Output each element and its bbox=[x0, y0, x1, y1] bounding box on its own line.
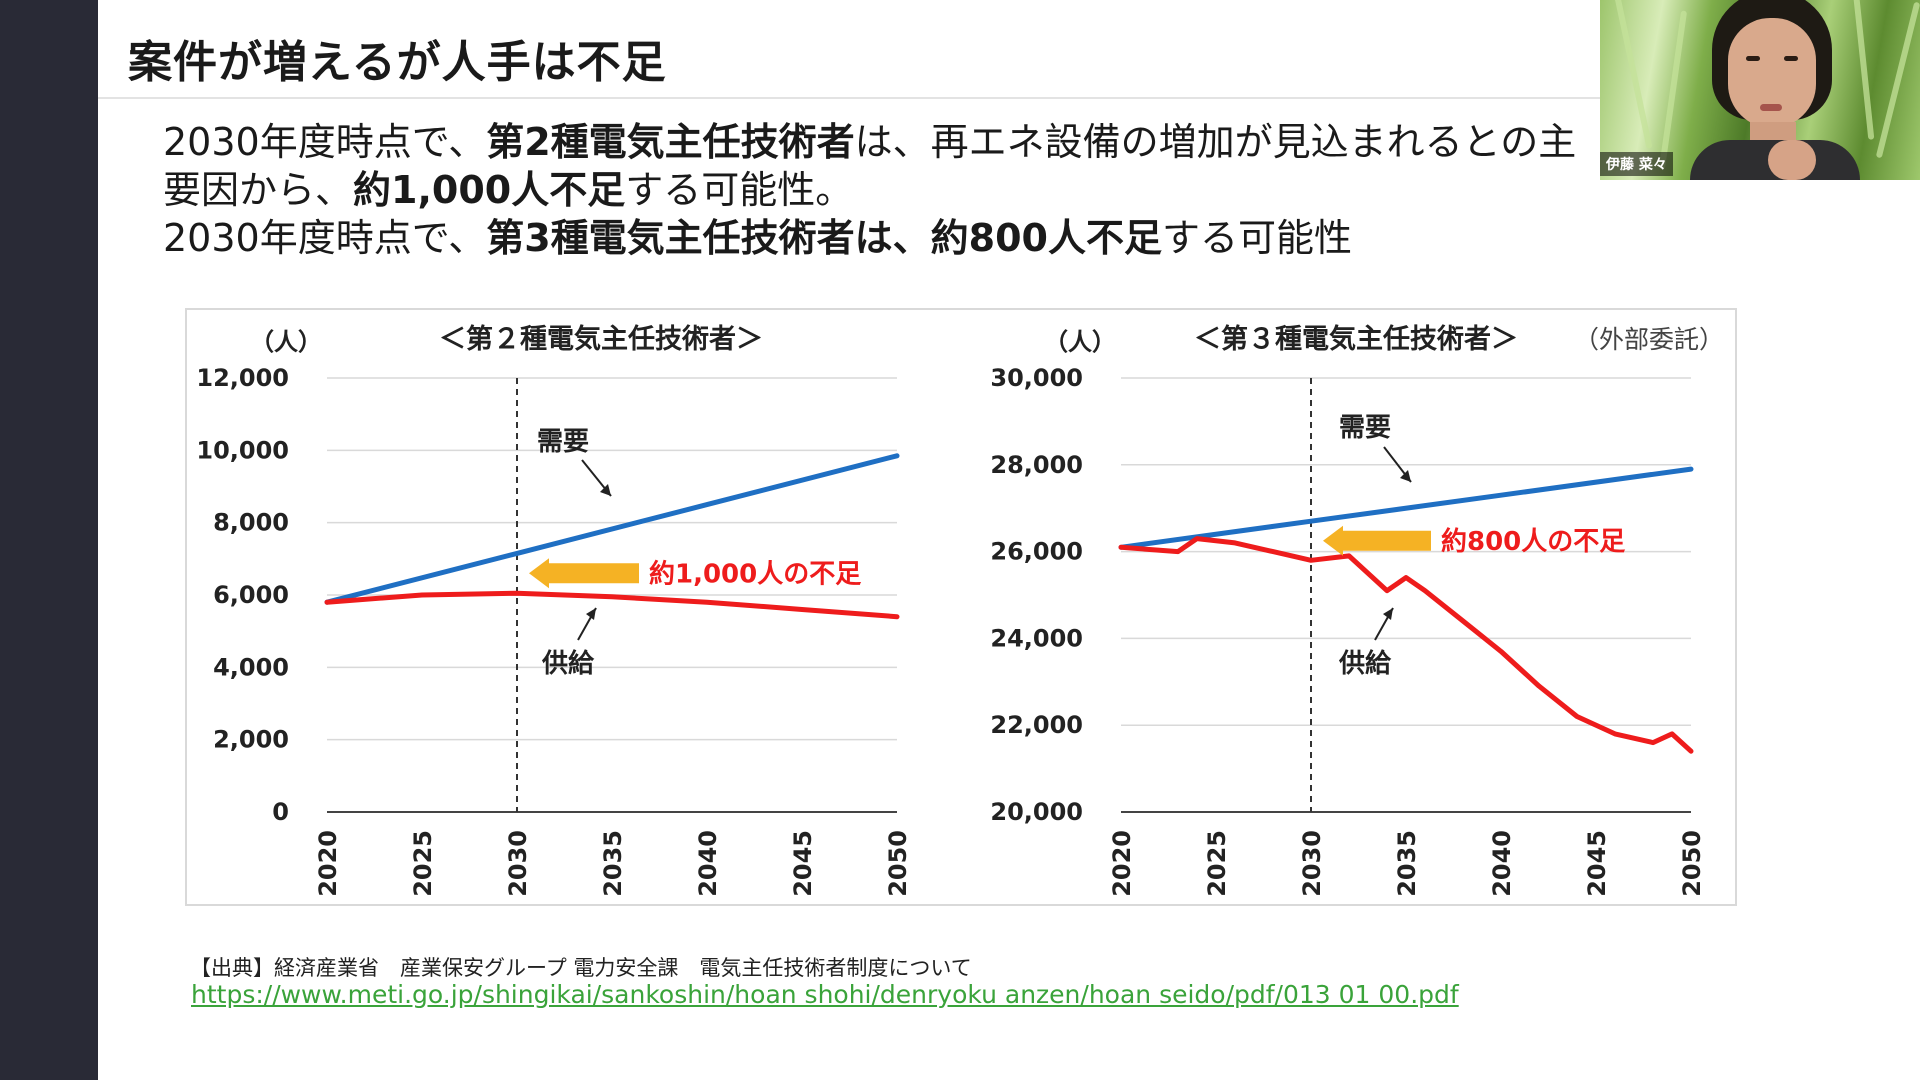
y-tick-label: 6,000 bbox=[213, 581, 289, 609]
body-line-1: 2030年度時点で、第2種電気主任技術者は、再エネ設備の増加が見込まれるとの主 bbox=[163, 118, 1743, 166]
body-line-1-post: は、再エネ設備の増加が見込まれるとの主 bbox=[854, 120, 1577, 164]
participant-mouth bbox=[1760, 104, 1782, 111]
demand-line bbox=[324, 453, 900, 605]
x-tick-label: 2045 bbox=[1583, 830, 1611, 897]
x-tick-label: 2035 bbox=[1393, 830, 1421, 897]
demand-pointer-head bbox=[600, 484, 611, 496]
y-tick-label: 24,000 bbox=[990, 624, 1083, 652]
demand-label: 需要 bbox=[1339, 413, 1391, 443]
x-tick-label: 2020 bbox=[1108, 830, 1136, 897]
y-tick-label: 28,000 bbox=[990, 451, 1083, 479]
body-line-1-bold: 第2種電気主任技術者 bbox=[486, 120, 855, 164]
x-tick-label: 2045 bbox=[789, 830, 817, 897]
shortfall-arrow bbox=[529, 558, 639, 589]
demand-pointer-head bbox=[1400, 470, 1411, 482]
shortfall-label: 約800人の不足 bbox=[1441, 526, 1625, 557]
participant-eye bbox=[1784, 56, 1798, 61]
source-link[interactable]: https://www.meti.go.jp/shingikai/sankosh… bbox=[191, 980, 1459, 1009]
x-tick-label: 2025 bbox=[409, 830, 437, 897]
supply-pointer-head bbox=[586, 608, 596, 620]
chart-title: ＜第２種電気主任技術者＞ bbox=[439, 323, 763, 355]
supply-label: 供給 bbox=[541, 648, 595, 679]
y-tick-label: 10,000 bbox=[196, 436, 289, 464]
slide-body: 2030年度時点で、第2種電気主任技術者は、再エネ設備の増加が見込まれるとの主 … bbox=[163, 118, 1743, 262]
body-line-3-post: する可能性 bbox=[1161, 216, 1352, 260]
x-tick-label: 2040 bbox=[1488, 830, 1516, 897]
x-tick-label: 2050 bbox=[1678, 830, 1706, 897]
participant-video-tile[interactable]: 伊藤 菜々 bbox=[1600, 0, 1920, 180]
slide-title: 案件が増えるが人手は不足 bbox=[128, 37, 667, 88]
x-tick-label: 2040 bbox=[694, 830, 722, 897]
body-line-2: 要因から、約1,000人不足する可能性。 bbox=[163, 166, 1743, 214]
body-line-3-pre: 2030年度時点で、 bbox=[163, 216, 487, 260]
shortfall-arrow bbox=[1323, 525, 1431, 556]
participant-eye bbox=[1746, 56, 1760, 61]
y-tick-label: 4,000 bbox=[213, 653, 289, 681]
participant-hand bbox=[1768, 140, 1816, 180]
shortfall-label: 約1,000人の不足 bbox=[649, 558, 861, 589]
y-axis-unit: （人） bbox=[250, 328, 322, 356]
supply-line bbox=[324, 590, 900, 620]
x-tick-label: 2030 bbox=[1298, 830, 1326, 897]
participant-face bbox=[1728, 18, 1816, 128]
y-tick-label: 30,000 bbox=[990, 364, 1083, 392]
body-line-2-post: する可能性。 bbox=[625, 168, 854, 212]
supply-line bbox=[1118, 536, 1694, 754]
body-line-2-pre: 要因から、 bbox=[163, 168, 354, 212]
source-citation: 【出典】経済産業省 産業保安グループ 電力安全課 電気主任技術者制度について bbox=[190, 956, 972, 980]
demand-line bbox=[1118, 466, 1694, 550]
body-line-2-bold: 約1,000人不足 bbox=[353, 168, 626, 212]
participant-name-tag: 伊藤 菜々 bbox=[1600, 152, 1673, 176]
x-tick-label: 2035 bbox=[599, 830, 627, 897]
body-line-3: 2030年度時点で、第3種電気主任技術者は、約800人不足する可能性 bbox=[163, 214, 1743, 262]
chart-panel: 0 2,000 4,000 6,000 8,000 10,000 12,000 2020 202… bbox=[185, 308, 1737, 906]
y-tick-label: 2,000 bbox=[213, 726, 289, 754]
y-tick-label: 12,000 bbox=[196, 364, 289, 392]
body-line-3-bold: 第3種電気主任技術者は、約800人不足 bbox=[486, 216, 1162, 260]
y-tick-label: 22,000 bbox=[990, 711, 1083, 739]
y-tick-label: 20,000 bbox=[990, 798, 1083, 826]
chart-subtitle: （外部委託） bbox=[1574, 325, 1724, 354]
supply-label: 供給 bbox=[1338, 648, 1392, 679]
supply-pointer-head bbox=[1383, 608, 1393, 620]
y-axis-unit: （人） bbox=[1044, 328, 1116, 356]
slide: 案件が増えるが人手は不足 2030年度時点で、第2種電気主任技術者は、再エネ設備… bbox=[98, 0, 1920, 1080]
x-tick-label: 2025 bbox=[1203, 830, 1231, 897]
x-tick-label: 2030 bbox=[504, 830, 532, 897]
y-tick-label: 26,000 bbox=[990, 538, 1083, 566]
x-tick-label: 2020 bbox=[314, 830, 342, 897]
y-tick-label: 0 bbox=[272, 798, 289, 826]
presenter-sidebar bbox=[0, 0, 98, 1080]
slide-title-bar: 案件が増えるが人手は不足 bbox=[98, 0, 1920, 99]
charts-svg: 0 2,000 4,000 6,000 8,000 10,000 12,000 2020 202… bbox=[196, 323, 1724, 897]
body-line-1-pre: 2030年度時点で、 bbox=[163, 120, 487, 164]
demand-label: 需要 bbox=[537, 427, 589, 457]
chart-title: ＜第３種電気主任技術者＞ bbox=[1194, 323, 1518, 355]
x-tick-label: 2050 bbox=[884, 830, 912, 897]
y-tick-label: 8,000 bbox=[213, 509, 289, 537]
